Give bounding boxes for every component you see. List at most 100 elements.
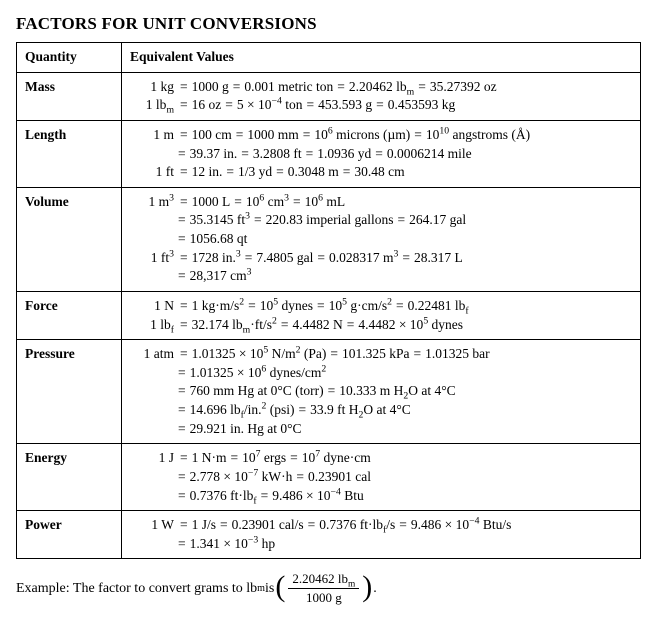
paren-right-icon: ) <box>361 573 373 600</box>
equals-sign: = <box>230 193 246 212</box>
equiv-term: 32.174 lbm·ft/s2 <box>192 316 277 335</box>
equals-sign: = <box>295 401 311 420</box>
equals-sign: = <box>393 211 409 230</box>
equals-sign: = <box>176 163 192 182</box>
lhs-unit: 1 kg <box>130 78 176 97</box>
equiv-term: 16 oz <box>192 96 222 115</box>
lhs-empty <box>130 364 174 383</box>
equals-sign: = <box>414 78 430 97</box>
equals-sign: = <box>176 516 192 535</box>
equiv-term: 1728 in.3 <box>192 249 241 268</box>
equiv-line: 1 lbf=32.174 lbm·ft/s2=4.4482 N=4.4482 ×… <box>130 316 632 335</box>
example-numerator: 2.20462 lbm <box>288 571 359 589</box>
equiv-term: 1000 mm <box>247 126 298 145</box>
equals-sign: = <box>277 316 293 335</box>
equiv-term: 1.01325 × 105 N/m2 (Pa) <box>192 345 327 364</box>
equals-sign: = <box>302 145 318 164</box>
equiv-term: 2.778 × 10−7 kW·h <box>190 468 293 487</box>
lhs-empty <box>130 401 174 420</box>
example-denominator: 1000 g <box>288 589 359 606</box>
equals-sign: = <box>398 249 414 268</box>
equiv-term: 35.27392 oz <box>430 78 497 97</box>
lhs-empty <box>130 211 174 230</box>
lhs-empty <box>130 468 174 487</box>
equiv-line: 1 m=100 cm=1000 mm=106 microns (µm)=1010… <box>130 126 632 145</box>
equiv-term: 9.486 × 10−4 Btu <box>272 487 363 506</box>
equals-sign: = <box>257 487 273 506</box>
equiv-line: =1056.68 qt <box>130 230 632 249</box>
equiv-term: 39.37 in. <box>190 145 238 164</box>
equals-sign: = <box>176 297 192 316</box>
values-cell: 1 N=1 kg·m/s2=105 dynes=105 g·cm/s2=0.22… <box>122 291 641 339</box>
equiv-term: 105 dynes <box>260 297 313 316</box>
equiv-term: 14.696 lbf/in.2 (psi) <box>190 401 295 420</box>
equals-sign: = <box>174 535 190 554</box>
equals-sign: = <box>174 487 190 506</box>
equiv-term: 3.2808 ft <box>253 145 302 164</box>
table-row: Power1 W=1 J/s=0.23901 cal/s=0.7376 ft·l… <box>17 511 641 559</box>
equals-sign: = <box>176 126 192 145</box>
equals-sign: = <box>371 145 387 164</box>
quantity-cell: Energy <box>17 444 122 511</box>
equiv-term: 2.20462 lbm <box>349 78 414 97</box>
equiv-term: 220.83 imperial gallons <box>266 211 394 230</box>
equals-sign: = <box>232 126 248 145</box>
equals-sign: = <box>409 345 425 364</box>
equiv-term: 4.4482 × 105 dynes <box>358 316 463 335</box>
equiv-line: =39.37 in.=3.2808 ft=1.0936 yd=0.0006214… <box>130 145 632 164</box>
equals-sign: = <box>176 78 192 97</box>
equiv-term: 100 cm <box>192 126 232 145</box>
lhs-unit: 1 ft3 <box>130 249 176 268</box>
equals-sign: = <box>176 249 192 268</box>
equiv-line: 1 J=1 N·m=107 ergs=107 dyne·cm <box>130 449 632 468</box>
example-prefix: Example: The factor to convert grams to … <box>16 581 257 597</box>
equiv-term: 0.3048 m <box>288 163 339 182</box>
equiv-term: 28.317 L <box>414 249 463 268</box>
equiv-line: 1 atm=1.01325 × 105 N/m2 (Pa)=101.325 kP… <box>130 345 632 364</box>
equals-sign: = <box>176 193 192 212</box>
equals-sign: = <box>174 230 190 249</box>
equiv-term: 105 g·cm/s2 <box>329 297 392 316</box>
equiv-term: 1.01325 bar <box>425 345 490 364</box>
equiv-term: 1/3 yd <box>238 163 272 182</box>
equiv-term: 107 dyne·cm <box>302 449 371 468</box>
equals-sign: = <box>174 420 190 439</box>
equiv-line: =0.7376 ft·lbf=9.486 × 10−4 Btu <box>130 487 632 506</box>
example-fraction: 2.20462 lbm 1000 g <box>286 571 361 606</box>
equals-sign: = <box>286 449 302 468</box>
equals-sign: = <box>326 345 342 364</box>
equals-sign: = <box>176 96 192 115</box>
lhs-empty <box>130 535 174 554</box>
equiv-term: 106 mL <box>305 193 345 212</box>
equiv-term: 101.325 kPa <box>342 345 410 364</box>
quantity-cell: Volume <box>17 187 122 291</box>
equals-sign: = <box>174 401 190 420</box>
quantity-cell: Length <box>17 120 122 187</box>
equiv-line: =1.01325 × 106 dynes/cm2 <box>130 364 632 383</box>
equals-sign: = <box>324 382 340 401</box>
equals-sign: = <box>302 96 318 115</box>
equiv-line: =1.341 × 10−3 hp <box>130 535 632 554</box>
equiv-term: 106 cm3 <box>246 193 289 212</box>
table-row: Mass1 kg=1000 g=0.001 metric ton=2.20462… <box>17 72 641 120</box>
equiv-term: 33.9 ft H2O at 4°C <box>310 401 411 420</box>
equiv-term: 4.4482 N <box>292 316 342 335</box>
page-title: FACTORS FOR UNIT CONVERSIONS <box>16 14 641 34</box>
equals-sign: = <box>174 145 190 164</box>
equiv-term: 12 in. <box>192 163 223 182</box>
equiv-line: 1 ft3=1728 in.3=7.4805 gal=0.028317 m3=2… <box>130 249 632 268</box>
equiv-term: 1 J/s <box>192 516 216 535</box>
equiv-line: 1 ft=12 in.=1/3 yd=0.3048 m=30.48 cm <box>130 163 632 182</box>
lhs-empty <box>130 230 174 249</box>
table-row: Volume1 m3=1000 L=106 cm3=106 mL =35.314… <box>17 187 641 291</box>
lhs-empty <box>130 267 174 286</box>
equiv-term: 0.028317 m3 <box>329 249 398 268</box>
lhs-unit: 1 m3 <box>130 193 176 212</box>
paren-left-icon: ( <box>274 573 286 600</box>
quantity-cell: Mass <box>17 72 122 120</box>
equiv-term: 0.23901 cal <box>308 468 371 487</box>
quantity-cell: Pressure <box>17 340 122 444</box>
equiv-term: 0.0006214 mile <box>387 145 472 164</box>
table-row: Energy 1 J=1 N·m=107 ergs=107 dyne·cm =2.… <box>17 444 641 511</box>
equals-sign: = <box>174 468 190 487</box>
